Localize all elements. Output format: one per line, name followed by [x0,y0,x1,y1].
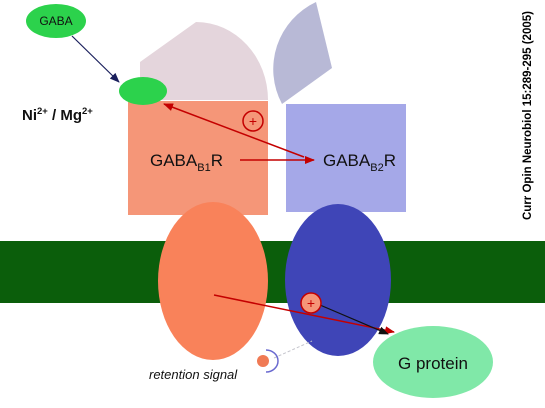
gaba-b2-label: GABAB2R [323,151,396,174]
plus-circle-upper [242,110,264,132]
retention-signal-label: retention signal [149,367,238,382]
gaba-label: GABA [39,14,72,28]
tm-coupling-arrow [213,294,395,335]
citation: Curr Opin Neurobiol 15:289-295 (2005) [522,11,534,221]
gaba-b2-transmembrane [285,204,391,356]
gaba-ligand [26,4,86,38]
g-protein [373,326,493,398]
retention-bracket [265,349,279,373]
plus-circle-lower [300,292,322,314]
binding-site [119,77,167,105]
retention-dashed-line [273,340,313,359]
b2-to-binding-arrow [163,103,305,158]
gaba-b2-vft-domain [273,2,332,104]
g-protein-label: G protein [398,354,468,373]
retention-signal-dot [257,355,269,367]
gaba-b1-transmembrane [158,202,268,360]
gaba-b1-label: GABAB1R [150,151,223,174]
gaba-binding-arrow [71,35,120,83]
ion-label: Ni2+ / Mg2+ [22,106,93,124]
plus-sign-upper: + [249,113,257,129]
g-protein-arrow [319,304,389,335]
gaba-b1-vft-domain [140,22,268,100]
cell-membrane [0,241,545,303]
plus-sign-lower: + [307,295,315,311]
